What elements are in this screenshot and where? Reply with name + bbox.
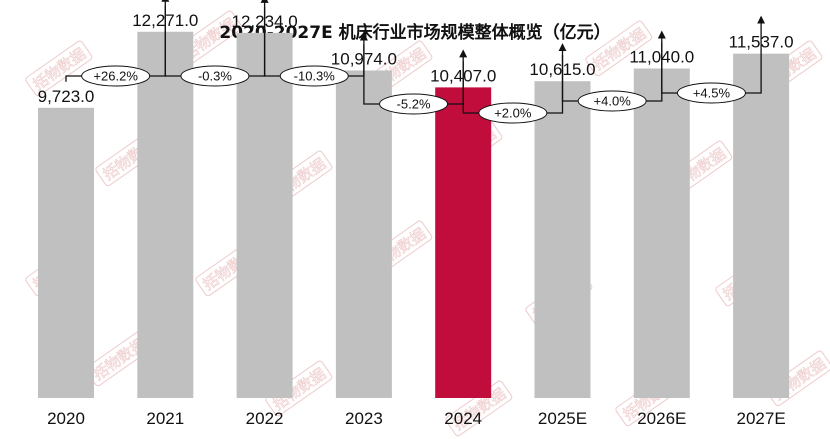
growth-label: +26.2% <box>93 69 138 84</box>
growth-badge <box>279 65 349 87</box>
value-label-2022: 12,234.0 <box>232 12 298 31</box>
bar-2025E <box>534 81 591 398</box>
bar-2027E <box>733 53 790 399</box>
growth-connector: -5.2% <box>363 44 468 115</box>
growth-badge <box>81 65 151 87</box>
bar-2026E <box>633 68 690 398</box>
value-label-2020: 9,723.0 <box>38 87 95 106</box>
value-label-2026E: 11,040.0 <box>629 47 694 66</box>
chart-title: 2020-2027E 机床行业市场规模整体概览（亿元） <box>219 22 610 43</box>
growth-label: -5.2% <box>397 97 431 112</box>
value-label-2023: 10,974.0 <box>331 49 397 68</box>
value-label-2024: 10,407.0 <box>430 66 496 85</box>
bar-2020 <box>38 107 94 398</box>
growth-label: -0.3% <box>198 69 232 84</box>
growth-badge <box>379 93 449 115</box>
growth-label: +4.0% <box>594 94 632 109</box>
growth-label: +2.0% <box>494 106 532 121</box>
bar-2021 <box>137 31 194 399</box>
category-label-2024: 2024 <box>444 409 482 428</box>
category-label-2026E: 2026E <box>637 409 686 428</box>
bar-2022 <box>236 32 293 398</box>
bar-group <box>38 31 790 399</box>
value-label-2027E: 11,537.0 <box>729 33 794 52</box>
value-label-2021: 12,271.0 <box>132 11 198 30</box>
growth-label: -10.3% <box>294 69 336 84</box>
bar-2024 <box>435 87 492 398</box>
growth-connector-group: +26.2% -0.3% -10.3% -5.2% +2.0% +4.0% +4.5% <box>65 0 766 124</box>
growth-connector: +26.2% <box>65 0 170 87</box>
growth-badge <box>180 65 250 87</box>
growth-badge <box>676 82 746 104</box>
category-label-2020: 2020 <box>47 409 85 428</box>
category-label-2025E: 2025E <box>538 409 587 428</box>
growth-connector: +4.5% <box>661 15 766 104</box>
category-label-2027E: 2027E <box>737 409 786 428</box>
growth-connector: +4.0% <box>561 30 666 112</box>
growth-badge <box>577 90 647 112</box>
growth-label: +4.5% <box>693 86 731 101</box>
label-group: 9,723.0 2020 12,271.0 2021 12,234.0 2022 10,97… <box>38 11 794 428</box>
bar-2023 <box>335 70 392 398</box>
category-label-2021: 2021 <box>146 409 184 428</box>
value-label-2025E: 10,615.0 <box>529 60 595 79</box>
category-label-2023: 2023 <box>345 409 383 428</box>
category-label-2022: 2022 <box>246 409 284 428</box>
growth-badge <box>478 102 548 124</box>
